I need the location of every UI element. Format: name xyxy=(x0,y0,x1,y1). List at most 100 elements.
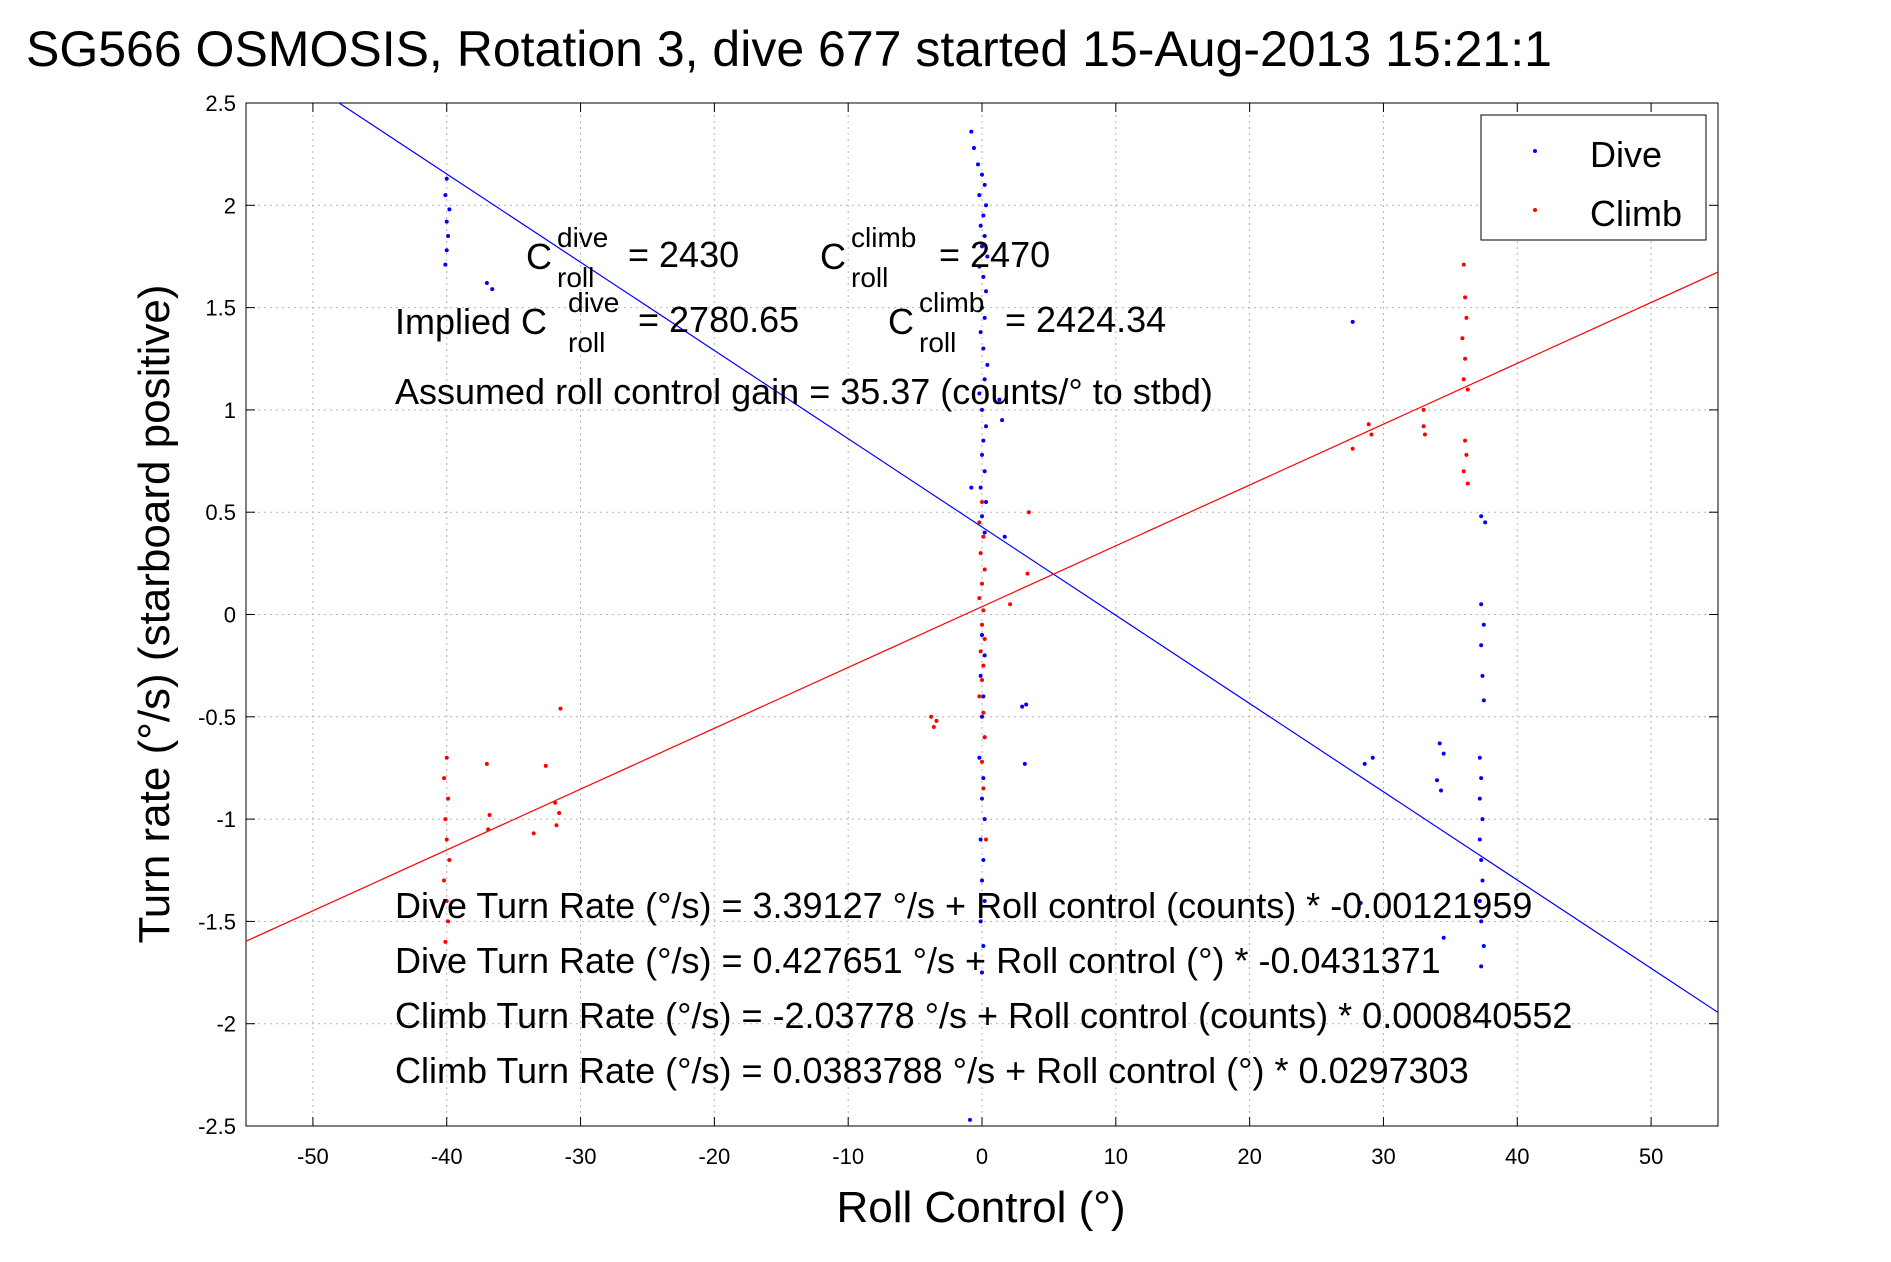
climb-point xyxy=(444,755,449,760)
dive-point xyxy=(1480,817,1485,822)
climb-point xyxy=(978,551,983,556)
chart-title: SG566 OSMOSIS, Rotation 3, dive 677 star… xyxy=(26,21,1552,77)
climb-point xyxy=(447,858,452,863)
x-tick-label: 40 xyxy=(1505,1144,1529,1169)
x-tick-label: -10 xyxy=(832,1144,864,1169)
dive-point xyxy=(982,817,987,822)
climb-point xyxy=(981,710,986,715)
dive-point xyxy=(980,172,984,177)
climb-point xyxy=(442,776,447,781)
dive-point xyxy=(1479,643,1484,648)
dive-point xyxy=(978,330,983,335)
dive-point xyxy=(982,315,987,320)
x-tick-label: -40 xyxy=(431,1144,463,1169)
climb-point xyxy=(977,520,982,525)
climb-point xyxy=(984,837,989,842)
climb-point xyxy=(980,499,984,504)
dive-point xyxy=(984,424,989,429)
dive-point xyxy=(981,274,986,279)
climb-point xyxy=(1421,407,1426,412)
legend-climb-label: Climb xyxy=(1590,193,1682,234)
dive-point xyxy=(982,182,987,187)
x-tick-label: 0 xyxy=(976,1144,988,1169)
climb-point xyxy=(487,813,492,818)
dive-point xyxy=(1479,964,1484,969)
dive-point xyxy=(1480,673,1485,678)
climb-point xyxy=(486,827,491,832)
dive-point xyxy=(1479,776,1484,781)
dive-point xyxy=(978,837,983,842)
dive-point xyxy=(985,254,990,259)
implied-dive-sup: dive xyxy=(568,287,619,318)
x-axis-label: Roll Control (°) xyxy=(837,1183,1126,1232)
dive-point xyxy=(1022,761,1027,766)
dive-point xyxy=(984,499,989,504)
dive-point xyxy=(1441,751,1446,756)
climb-point xyxy=(1422,432,1427,437)
dive-point xyxy=(1477,898,1482,903)
climb-point xyxy=(981,663,986,668)
c-roll-climb-sup: climb xyxy=(851,222,916,253)
climb-point xyxy=(442,878,447,883)
dive-point xyxy=(980,796,984,801)
y-tick-label: -2 xyxy=(216,1012,236,1037)
dive-point xyxy=(443,193,448,198)
implied-climb-sup: climb xyxy=(919,287,984,318)
climb-point xyxy=(1008,602,1013,607)
dive-point xyxy=(985,362,990,367)
y-tick-label: -2.5 xyxy=(198,1114,236,1139)
dive-point xyxy=(981,694,986,699)
climb-point xyxy=(1461,469,1466,474)
climb-point xyxy=(982,567,987,572)
dive-point xyxy=(1481,698,1486,703)
y-tick-label: -1 xyxy=(216,807,236,832)
c-roll-climb-base: C xyxy=(820,236,846,277)
y-tick-label: -0.5 xyxy=(198,705,236,730)
climb-point xyxy=(444,898,449,903)
climb-point xyxy=(981,786,986,791)
climb-point xyxy=(981,608,986,613)
climb-point xyxy=(553,800,558,805)
dive-point xyxy=(978,673,983,678)
climb-point xyxy=(931,725,936,730)
dive-point xyxy=(980,632,984,637)
climb-point xyxy=(978,649,983,654)
implied-climb-value: = 2424.34 xyxy=(1005,299,1166,340)
climb-point xyxy=(1463,295,1468,300)
dive-point xyxy=(1370,755,1375,760)
climb-point xyxy=(980,759,984,764)
dive-point xyxy=(1434,778,1439,783)
dive-point xyxy=(1481,622,1486,627)
climb-point xyxy=(1464,452,1469,457)
climb-point xyxy=(980,677,984,682)
dive-point xyxy=(1362,761,1367,766)
y-tick-label: -1.5 xyxy=(198,909,236,934)
x-tick-label: 30 xyxy=(1371,1144,1395,1169)
climb-point xyxy=(1464,315,1469,320)
climb-point xyxy=(982,637,987,642)
climb-point xyxy=(443,939,448,944)
dive-point xyxy=(969,485,974,490)
dive-point xyxy=(978,485,983,490)
x-tick-label: 20 xyxy=(1237,1144,1261,1169)
y-tick-label: 2.5 xyxy=(205,91,236,116)
dive-point xyxy=(447,207,452,212)
climb-point xyxy=(1025,571,1030,576)
climb-point xyxy=(444,837,449,842)
dive-point xyxy=(980,878,984,883)
dive-point xyxy=(977,264,982,269)
dive-point xyxy=(484,281,489,286)
dive-point xyxy=(969,129,974,134)
dive-point xyxy=(982,233,987,238)
climb-point xyxy=(1463,356,1468,361)
dive-fit-line xyxy=(338,103,1718,1013)
y-tick-label: 0.5 xyxy=(205,500,236,525)
climb-point xyxy=(929,714,934,719)
x-tick-label: -30 xyxy=(565,1144,597,1169)
climb-point xyxy=(1350,446,1355,451)
y-axis: -2.5 -2 -1.5 -1 -0.5 0 0.5 1 1.5 2 2.5 xyxy=(198,91,1718,1139)
implied-climb-sub: roll xyxy=(919,327,956,358)
climb-point xyxy=(1461,377,1466,382)
implied-dive-value: = 2780.65 xyxy=(638,299,799,340)
dive-point xyxy=(1002,534,1007,539)
